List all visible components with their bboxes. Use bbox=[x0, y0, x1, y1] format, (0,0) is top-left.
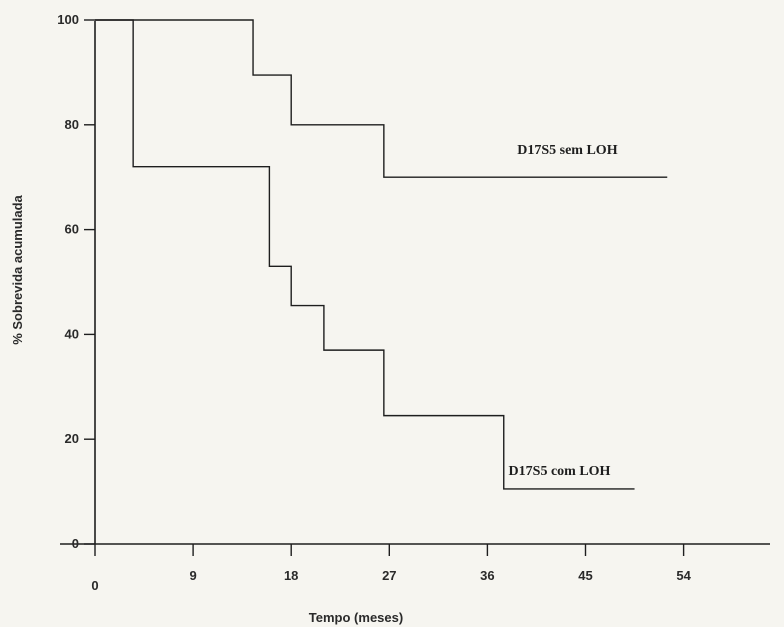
ticks-layer: 0 20 40 60 80 100 0 9 18 27 36 45 54 bbox=[57, 12, 691, 593]
axes-layer bbox=[60, 21, 770, 545]
y-tick-label: 0 bbox=[72, 536, 79, 551]
x-tick-label: 36 bbox=[480, 568, 494, 583]
x-tick-label: 45 bbox=[578, 568, 592, 583]
series-labels-layer: D17S5 sem LOH D17S5 com LOH bbox=[509, 143, 618, 479]
x-tick-label: 18 bbox=[284, 568, 298, 583]
y-tick-label: 60 bbox=[65, 222, 79, 237]
y-tick-label: 20 bbox=[65, 431, 79, 446]
series-label-sem-loh: D17S5 sem LOH bbox=[517, 143, 617, 158]
x-tick-label: 27 bbox=[382, 568, 396, 583]
y-tick-label: 40 bbox=[65, 326, 79, 341]
series-label-com-loh: D17S5 com LOH bbox=[509, 464, 611, 479]
y-tick-label: 100 bbox=[57, 12, 79, 27]
y-axis-title: % Sobrevida acumulada bbox=[10, 194, 25, 344]
survival-curve-com-loh bbox=[95, 19, 635, 490]
curves-layer bbox=[95, 19, 668, 490]
survival-curve-sem-loh bbox=[95, 19, 668, 178]
x-tick-label: 0 bbox=[91, 578, 98, 593]
x-tick-label: 54 bbox=[676, 568, 691, 583]
x-axis-title: Tempo (meses) bbox=[309, 610, 403, 625]
x-tick-label: 9 bbox=[189, 568, 196, 583]
y-tick-label: 80 bbox=[65, 117, 79, 132]
